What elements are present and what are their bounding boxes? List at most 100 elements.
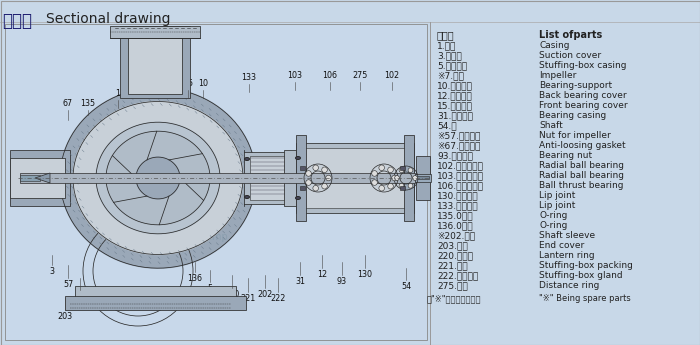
FancyBboxPatch shape — [20, 173, 415, 183]
FancyBboxPatch shape — [65, 296, 246, 310]
FancyBboxPatch shape — [288, 154, 298, 202]
Text: 106.推力球轴承: 106.推力球轴承 — [437, 181, 484, 190]
Text: Lip joint: Lip joint — [539, 191, 575, 200]
Circle shape — [306, 180, 312, 185]
Polygon shape — [106, 131, 210, 225]
FancyBboxPatch shape — [296, 143, 414, 213]
Circle shape — [313, 165, 319, 170]
Text: 15: 15 — [183, 79, 193, 88]
Text: 135: 135 — [80, 99, 96, 108]
Ellipse shape — [244, 158, 249, 160]
Text: Stuffing-box gland: Stuffing-box gland — [539, 271, 622, 280]
FancyBboxPatch shape — [296, 135, 306, 221]
Circle shape — [372, 171, 377, 176]
Text: 54.轴: 54.轴 — [437, 121, 456, 130]
Text: Ball thrust bearing: Ball thrust bearing — [539, 181, 624, 190]
Text: 57: 57 — [63, 280, 73, 289]
Text: 221: 221 — [240, 294, 256, 303]
FancyBboxPatch shape — [416, 156, 430, 200]
Text: 54: 54 — [401, 282, 411, 291]
Text: 103: 103 — [288, 71, 302, 80]
FancyBboxPatch shape — [244, 152, 296, 204]
FancyBboxPatch shape — [10, 158, 65, 198]
Text: 106: 106 — [323, 71, 337, 80]
FancyBboxPatch shape — [120, 26, 190, 98]
Circle shape — [399, 168, 404, 172]
Text: 1: 1 — [116, 89, 120, 98]
Text: 5: 5 — [207, 284, 213, 293]
Text: Shaft sleeve: Shaft sleeve — [539, 231, 595, 240]
Text: 203.端盖: 203.端盖 — [437, 241, 468, 250]
Text: 130.骨架油封: 130.骨架油封 — [437, 191, 479, 200]
Text: 275: 275 — [352, 71, 368, 80]
Text: 零件单: 零件单 — [437, 30, 454, 40]
Text: Radial ball bearing: Radial ball bearing — [539, 161, 624, 170]
Text: 12.后轴承盖: 12.后轴承盖 — [437, 91, 473, 100]
Text: "※" Being spare parts: "※" Being spare parts — [539, 294, 631, 303]
FancyBboxPatch shape — [284, 150, 296, 206]
FancyBboxPatch shape — [415, 174, 431, 182]
FancyBboxPatch shape — [400, 186, 405, 190]
Circle shape — [322, 184, 328, 189]
Circle shape — [379, 185, 384, 191]
FancyBboxPatch shape — [5, 24, 427, 340]
Text: 7: 7 — [78, 292, 83, 301]
Text: 133.骨架油封: 133.骨架油封 — [437, 201, 479, 210]
Text: 133: 133 — [241, 73, 256, 82]
Text: Radial ball bearing: Radial ball bearing — [539, 171, 624, 180]
FancyBboxPatch shape — [250, 156, 290, 200]
Text: 136.0形圈: 136.0形圈 — [437, 221, 474, 230]
Circle shape — [399, 184, 404, 188]
Text: 220: 220 — [225, 290, 239, 299]
FancyBboxPatch shape — [110, 26, 200, 38]
Text: Sectional drawing: Sectional drawing — [46, 12, 171, 26]
FancyBboxPatch shape — [10, 150, 70, 206]
Text: Boda Pump: Boda Pump — [172, 232, 228, 242]
Text: O-ring: O-ring — [539, 211, 568, 220]
FancyBboxPatch shape — [417, 176, 429, 179]
Text: 221.填料: 221.填料 — [437, 261, 468, 270]
Text: 202: 202 — [258, 290, 272, 299]
Text: Anti-loosing gasket: Anti-loosing gasket — [539, 141, 626, 150]
Ellipse shape — [244, 196, 249, 198]
FancyBboxPatch shape — [400, 166, 405, 170]
Text: Nut for impeller: Nut for impeller — [539, 131, 610, 140]
Polygon shape — [73, 101, 243, 255]
Circle shape — [388, 167, 393, 172]
Text: 31.轴承箱体: 31.轴承箱体 — [437, 111, 473, 120]
Text: 10.轴承托架: 10.轴承托架 — [437, 81, 473, 90]
Text: ※57.叶轮螺母: ※57.叶轮螺母 — [437, 131, 480, 140]
Text: Suction cover: Suction cover — [539, 51, 601, 60]
Text: Impeller: Impeller — [539, 71, 576, 80]
Text: 31: 31 — [295, 277, 305, 286]
Text: 103.径向球轴承: 103.径向球轴承 — [437, 171, 484, 180]
Circle shape — [412, 176, 417, 180]
FancyBboxPatch shape — [20, 175, 40, 181]
Text: BP: BP — [174, 208, 216, 236]
FancyBboxPatch shape — [300, 166, 305, 170]
Circle shape — [322, 167, 328, 172]
Text: 203: 203 — [57, 312, 73, 321]
Text: Stuffing-box packing: Stuffing-box packing — [539, 261, 633, 270]
Text: Stuffing-box casing: Stuffing-box casing — [539, 61, 626, 70]
Text: ※202.轴套: ※202.轴套 — [437, 231, 475, 240]
Text: 220.水封环: 220.水封环 — [437, 251, 473, 260]
Text: Bearing casing: Bearing casing — [539, 111, 606, 120]
Circle shape — [408, 168, 413, 172]
Text: Shaft: Shaft — [539, 121, 563, 130]
FancyBboxPatch shape — [404, 135, 414, 221]
Text: 136: 136 — [188, 274, 202, 283]
Polygon shape — [96, 122, 220, 234]
Text: End cover: End cover — [539, 241, 584, 250]
Text: Lip joint: Lip joint — [539, 201, 575, 210]
Text: List ofparts: List ofparts — [539, 30, 602, 40]
FancyBboxPatch shape — [304, 148, 406, 208]
Text: 3.吸入盖: 3.吸入盖 — [437, 51, 462, 60]
Polygon shape — [60, 88, 256, 268]
Text: Bearing nut: Bearing nut — [539, 151, 592, 160]
FancyBboxPatch shape — [75, 286, 236, 302]
Ellipse shape — [295, 197, 300, 199]
Text: 102.径向球轴承: 102.径向球轴承 — [437, 161, 484, 170]
Text: ※67.防松垫片: ※67.防松垫片 — [437, 141, 480, 150]
Text: ※7.叶轮: ※7.叶轮 — [437, 71, 464, 80]
